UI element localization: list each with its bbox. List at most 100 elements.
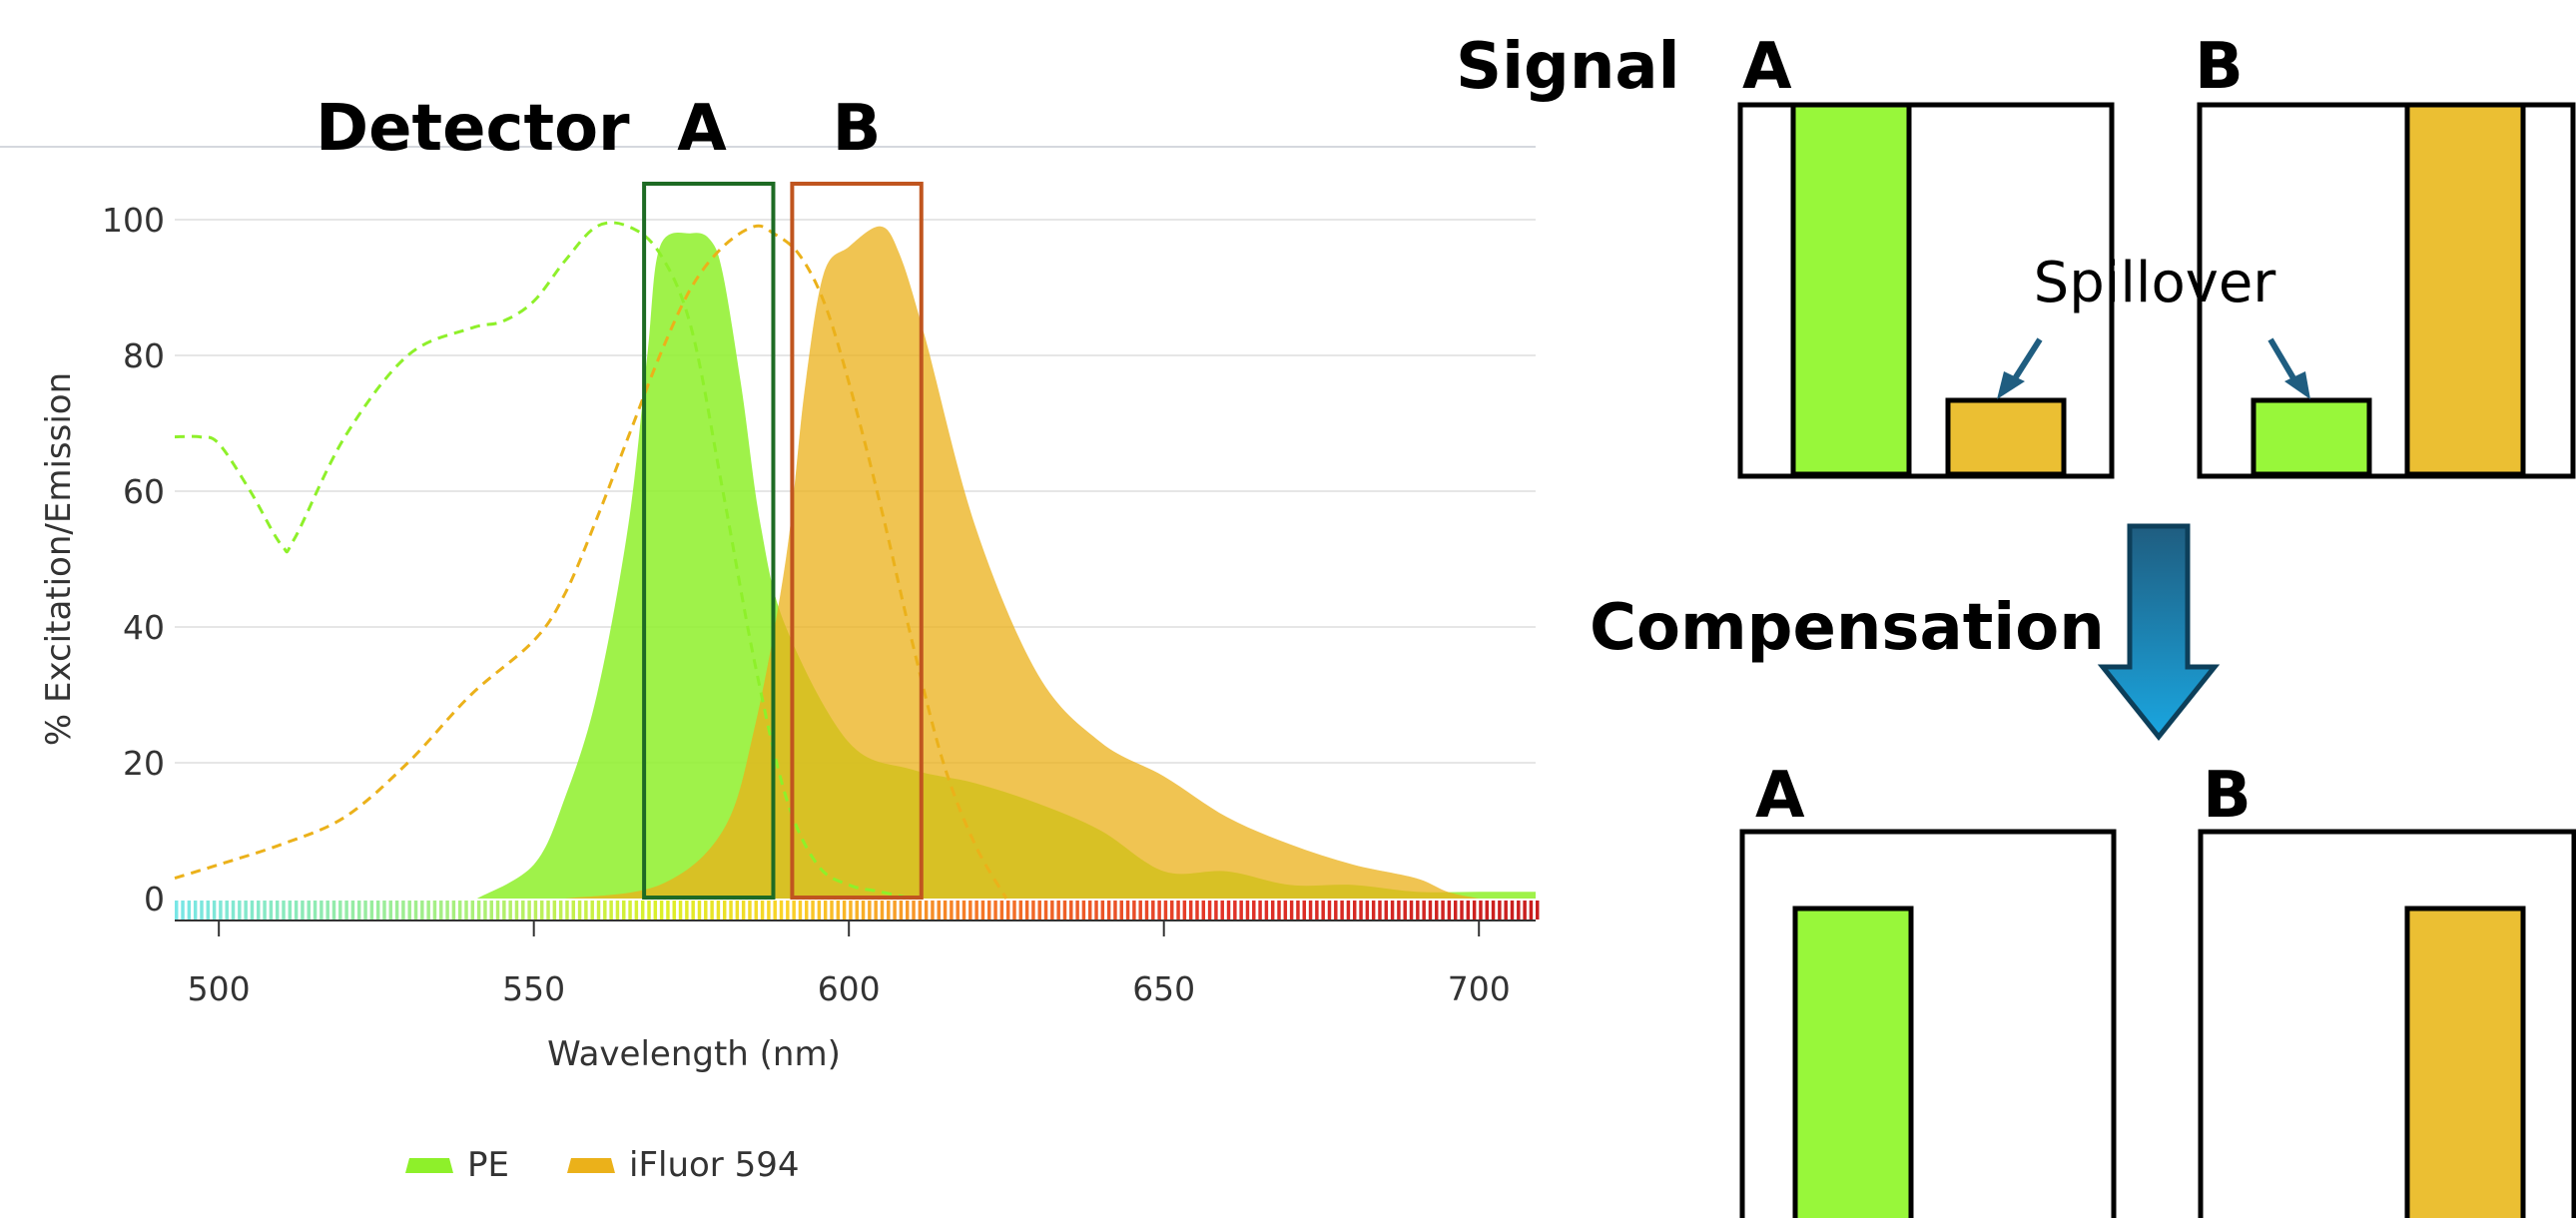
color-strip-segment: [817, 901, 822, 919]
color-strip-segment: [653, 901, 658, 919]
legend-item-ifluor594: iFluor 594: [567, 1145, 799, 1185]
color-strip-segment: [521, 901, 525, 919]
color-strip-segment: [1087, 901, 1092, 919]
y-tick-label: 40: [123, 608, 165, 647]
detector-heading: Detector: [316, 92, 630, 166]
color-strip-segment: [609, 901, 613, 919]
color-strip-segment: [1018, 901, 1023, 919]
color-strip-segment: [754, 901, 759, 919]
color-strip-segment: [1024, 901, 1029, 919]
legend-swatch-pe: [405, 1158, 453, 1173]
comp-b-ifluor-bar: [2404, 906, 2526, 1218]
color-strip-segment: [735, 901, 740, 919]
compensation-step: Compensation: [1590, 523, 2221, 742]
color-strip-segment: [426, 901, 430, 919]
signal-a-label: A: [1742, 30, 1792, 104]
color-strip-segment: [552, 901, 557, 919]
color-strip-segment: [798, 901, 803, 919]
color-strip-segment: [1517, 901, 1521, 919]
color-strip-segment: [250, 901, 255, 919]
color-strip-segment: [1529, 901, 1534, 919]
color-strip-segment: [382, 901, 386, 919]
color-strip-segment: [678, 901, 683, 919]
color-strip-segment: [445, 901, 449, 919]
color-strip-segment: [962, 901, 966, 919]
color-strip-segment: [1359, 901, 1363, 919]
color-strip-segment: [1397, 901, 1401, 919]
color-strip-segment: [439, 901, 443, 919]
color-strip-segment: [231, 901, 236, 919]
color-strip-segment: [968, 901, 972, 919]
y-axis-title: % Excitation/Emission: [39, 372, 79, 746]
color-strip-segment: [187, 901, 192, 919]
color-strip-segment: [1409, 901, 1414, 919]
pe-emission-area: [476, 232, 1536, 899]
color-strip-segment: [584, 901, 588, 919]
color-strip-segment: [1081, 901, 1086, 919]
color-strip-segment: [1176, 901, 1180, 919]
color-strip-segment: [887, 901, 891, 919]
color-strip-segment: [420, 901, 424, 919]
legend-label-ifluor594: iFluor 594: [629, 1145, 799, 1185]
color-strip-segment: [1283, 901, 1288, 919]
color-strip-segment: [1321, 901, 1325, 919]
color-strip-segment: [685, 901, 689, 919]
color-strip-segment: [603, 901, 607, 919]
color-strip-segment: [1479, 901, 1483, 919]
color-strip-segment: [577, 901, 582, 919]
y-axis-ticks: 0 20 40 60 80 100: [102, 201, 165, 918]
color-strip-segment: [741, 901, 746, 919]
color-strip-segment: [590, 901, 594, 919]
color-strip-segment: [893, 901, 897, 919]
color-strip-segment: [338, 901, 342, 919]
legend-label-pe: PE: [467, 1145, 509, 1185]
color-strip-segment: [225, 901, 229, 919]
color-strip-segment: [918, 901, 923, 919]
compensation-heading: Compensation: [1590, 591, 2105, 665]
color-strip-segment: [356, 901, 361, 919]
color-strip-segment: [533, 901, 538, 919]
color-strip-segment: [905, 901, 910, 919]
color-strip-segment: [483, 901, 487, 919]
x-tick-label: 500: [188, 969, 251, 1008]
color-strip-segment: [546, 901, 550, 919]
color-strip-segment: [1062, 901, 1067, 919]
color-strip-segment: [1523, 901, 1527, 919]
color-strip-segment: [1416, 901, 1420, 919]
color-strip-segment: [956, 901, 960, 919]
color-strip-segment: [1327, 901, 1332, 919]
color-strip-segment: [634, 901, 639, 919]
signal-b-pe-bar: [2251, 397, 2372, 477]
color-strip-segment: [1106, 901, 1111, 919]
color-strip-segment: [1453, 901, 1458, 919]
color-strip-segment: [1252, 901, 1256, 919]
color-strip-segment: [912, 901, 916, 919]
color-strip-segment: [1220, 901, 1224, 919]
color-strip-segment: [363, 901, 367, 919]
color-strip-segment: [1056, 901, 1060, 919]
color-strip-segment: [950, 901, 954, 919]
color-strip-segment: [1536, 901, 1540, 919]
color-strip-segment: [855, 901, 859, 919]
color-strip-segment: [181, 901, 185, 919]
color-strip-segment: [282, 901, 286, 919]
compensated-panel: A B: [1739, 759, 2576, 1218]
color-strip-segment: [672, 901, 676, 919]
color-strip-segment: [1113, 901, 1117, 919]
color-strip-segment: [842, 901, 847, 919]
color-strip-segment: [1504, 901, 1508, 919]
color-strip-segment: [937, 901, 942, 919]
color-strip-segment: [388, 901, 393, 919]
color-strip-segment: [369, 901, 374, 919]
color-strip-segment: [1214, 901, 1218, 919]
color-strip-segment: [457, 901, 462, 919]
color-strip-segment: [1264, 901, 1269, 919]
color-strip-segment: [691, 901, 695, 919]
color-strip-segment: [320, 901, 323, 919]
color-strip-segment: [1050, 901, 1054, 919]
color-strip-segment: [1138, 901, 1142, 919]
color-strip-segment: [1157, 901, 1161, 919]
color-strip-segment: [1125, 901, 1130, 919]
color-strip-segment: [931, 901, 935, 919]
